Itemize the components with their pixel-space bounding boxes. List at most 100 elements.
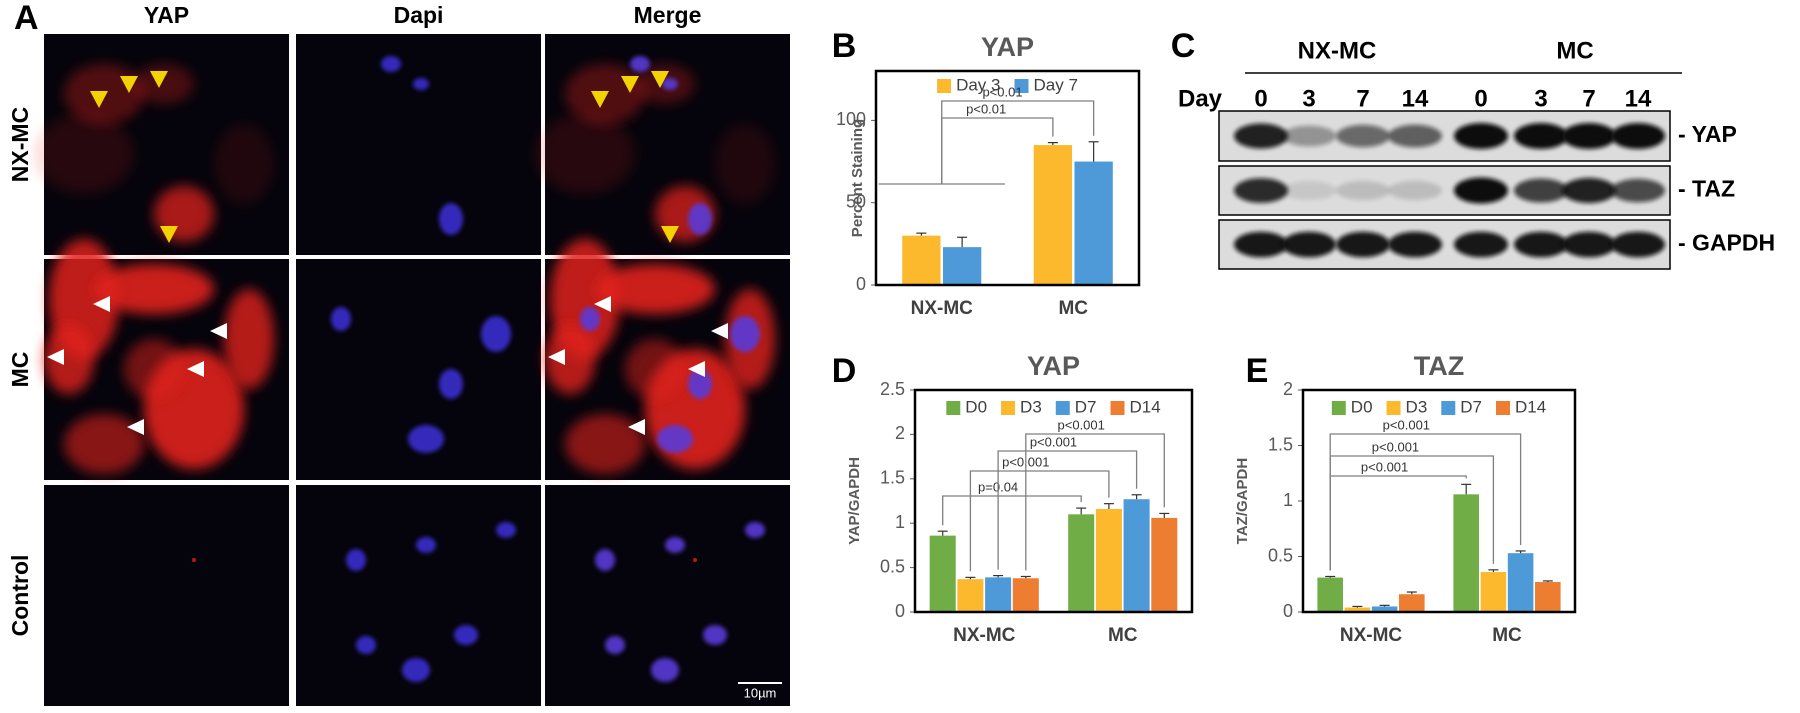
red-stain	[34, 114, 134, 194]
nucleus	[688, 369, 712, 399]
panel-label: D	[832, 352, 857, 390]
column-header: Merge	[634, 2, 702, 28]
micrograph	[34, 34, 289, 255]
y-tick-label: 0	[856, 274, 866, 294]
bar	[1095, 508, 1122, 612]
blot-band	[1514, 178, 1568, 203]
blot-band	[1282, 181, 1336, 200]
bar	[957, 579, 984, 612]
blot-band	[1514, 231, 1568, 258]
nucleus	[402, 658, 430, 682]
nucleus	[408, 425, 444, 453]
nucleus	[745, 522, 765, 538]
significance-bracket	[1329, 475, 1467, 571]
error-bar	[965, 576, 976, 580]
panel-label: E	[1246, 352, 1269, 390]
legend-swatch	[937, 79, 952, 93]
nucleus	[331, 307, 351, 331]
error-bar	[1542, 580, 1553, 583]
significance-label: p<0.01	[982, 84, 1022, 99]
nucleus	[454, 625, 478, 645]
arrowhead	[591, 91, 609, 108]
arrowhead	[661, 226, 679, 243]
bar	[1123, 499, 1150, 612]
protein-label: - GAPDH	[1678, 230, 1775, 256]
error-bar	[1159, 512, 1170, 518]
legend-label: D7	[1460, 397, 1482, 416]
error-bar	[1047, 142, 1058, 146]
bar	[929, 535, 956, 612]
x-tick-label: MC	[1108, 625, 1138, 646]
red-stain	[94, 264, 214, 314]
bar	[1074, 161, 1113, 285]
significance-label: p<0.001	[1030, 434, 1077, 449]
blot-band	[1234, 123, 1288, 149]
x-tick-label: MC	[1492, 625, 1522, 646]
lane-label: 14	[1625, 85, 1652, 112]
legend-label: Day 7	[1034, 75, 1078, 94]
blot-band	[1562, 177, 1616, 204]
protein-label: - TAZ	[1678, 176, 1735, 202]
bar	[1317, 577, 1343, 612]
arrowhead	[711, 323, 728, 339]
red-stain	[565, 414, 645, 474]
arrowhead	[548, 349, 565, 365]
y-tick-label: 0	[895, 601, 905, 621]
blot-band	[1336, 231, 1390, 258]
significance-bracket	[942, 495, 1082, 526]
blot-band	[1282, 231, 1336, 258]
bar	[1344, 607, 1371, 612]
red-stain	[64, 414, 144, 474]
legend-swatch	[1055, 401, 1070, 415]
nucleus	[605, 636, 625, 654]
blot-band	[1282, 125, 1336, 147]
chart-title: TAZ	[1414, 351, 1464, 381]
y-tick-label: 2.5	[880, 379, 905, 399]
red-stain	[535, 114, 635, 194]
plot-frame	[913, 388, 1194, 614]
significance-label: p<0.001	[1372, 439, 1419, 454]
significance-bracket	[997, 450, 1138, 570]
significance-label: p<0.001	[1058, 417, 1105, 432]
panel-label: C	[1171, 27, 1196, 65]
significance-bracket	[1025, 433, 1165, 571]
arrowhead	[93, 296, 110, 312]
nucleus	[730, 316, 760, 352]
row-label: NX-MC	[7, 107, 33, 182]
blot-band	[1611, 178, 1665, 203]
y-tick-label: 50	[846, 191, 866, 211]
legend: Day 3 Day 7	[937, 75, 1078, 94]
arrowhead	[187, 361, 204, 377]
arrowhead	[160, 226, 178, 243]
lane-label: 7	[1582, 85, 1595, 112]
y-axis-label: Percent Staining	[849, 119, 866, 237]
legend: D0 D3 D7 D14	[1331, 397, 1546, 416]
micrograph	[535, 34, 790, 255]
y-tick-label: 2	[895, 423, 905, 443]
arrowhead	[628, 419, 645, 435]
error-bar	[1379, 604, 1390, 607]
bar	[1068, 514, 1095, 612]
y-axis-label: TAZ/GAPDH	[1234, 458, 1251, 544]
legend-swatch	[946, 401, 961, 415]
column-header: YAP	[144, 2, 189, 28]
blot-band	[1514, 123, 1568, 149]
chart-title: YAP	[1027, 351, 1080, 381]
red-stain	[224, 289, 274, 389]
legend-label: D3	[1020, 397, 1042, 416]
x-tick-label: MC	[1058, 298, 1088, 319]
blot-band	[1234, 231, 1288, 258]
bar	[985, 577, 1012, 612]
nucleus	[496, 522, 516, 538]
error-bar	[993, 574, 1004, 578]
nucleus	[481, 316, 511, 352]
error-bar	[1461, 483, 1472, 495]
micrograph	[545, 239, 790, 480]
nucleus	[657, 425, 693, 453]
nucleus	[665, 537, 685, 553]
red-stain	[192, 558, 196, 562]
error-bar	[1515, 550, 1526, 554]
row-label: Control	[7, 555, 33, 637]
significance-label: p<0.001	[1383, 417, 1430, 432]
